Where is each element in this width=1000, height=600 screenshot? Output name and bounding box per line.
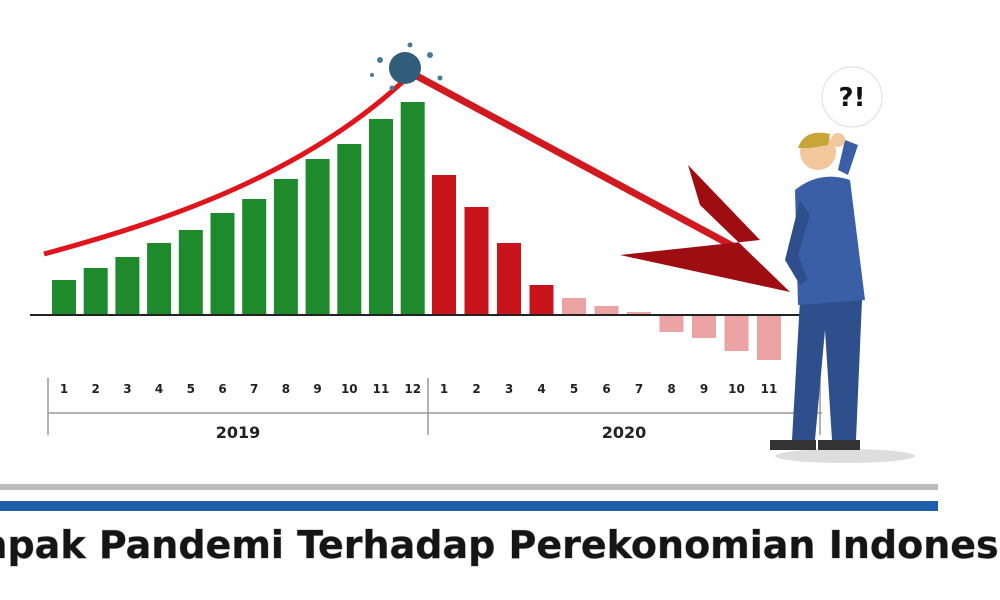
x-tick-label: 6 bbox=[602, 382, 610, 396]
x-tick-label: 7 bbox=[635, 382, 643, 396]
bar bbox=[305, 159, 330, 315]
bar bbox=[273, 179, 298, 315]
x-tick-label: 9 bbox=[700, 382, 708, 396]
x-tick-label: 1 bbox=[440, 382, 448, 396]
bar bbox=[400, 102, 425, 315]
x-axis bbox=[47, 378, 822, 435]
arrow-head bbox=[620, 165, 790, 292]
bubble-text: ?! bbox=[839, 83, 866, 113]
bar bbox=[724, 315, 749, 351]
x-tick-label: 3 bbox=[123, 382, 131, 396]
x-tick-label: 10 bbox=[728, 382, 745, 396]
bars bbox=[52, 102, 781, 360]
x-tick-label: 1 bbox=[60, 382, 68, 396]
rule-blue bbox=[0, 501, 938, 511]
x-tick-label: 3 bbox=[505, 382, 513, 396]
bar bbox=[115, 257, 140, 315]
x-tick-label: 5 bbox=[570, 382, 578, 396]
bar bbox=[210, 213, 235, 315]
title: Dampak Pandemi Terhadap Perekonomian Ind… bbox=[0, 523, 1000, 567]
x-tick-label: 11 bbox=[373, 382, 390, 396]
x-tick-label: 4 bbox=[155, 382, 163, 396]
x-tick-label: 2 bbox=[472, 382, 480, 396]
rule-grey bbox=[0, 484, 938, 490]
x-tick-label: 8 bbox=[667, 382, 675, 396]
bar bbox=[659, 315, 684, 332]
x-tick-label: 11 bbox=[761, 382, 778, 396]
bar bbox=[757, 315, 781, 360]
bar bbox=[464, 207, 489, 315]
bar bbox=[242, 199, 267, 315]
bar bbox=[432, 175, 456, 315]
bar bbox=[529, 285, 554, 315]
bar bbox=[562, 298, 586, 315]
bar bbox=[337, 144, 362, 315]
bar bbox=[692, 315, 716, 338]
trend-up bbox=[43, 73, 412, 257]
year-label: 2020 bbox=[602, 423, 647, 442]
bar bbox=[497, 243, 521, 315]
x-tick-label: 4 bbox=[537, 382, 545, 396]
bar bbox=[369, 119, 393, 315]
x-tick-label: 5 bbox=[187, 382, 195, 396]
bar bbox=[178, 230, 203, 315]
x-tick-label: 10 bbox=[341, 382, 358, 396]
trend-down bbox=[413, 71, 742, 254]
bar bbox=[147, 243, 172, 315]
bar bbox=[594, 306, 619, 315]
year-label: 2019 bbox=[216, 423, 261, 442]
x-tick-label: 6 bbox=[218, 382, 226, 396]
bar bbox=[83, 268, 108, 315]
bar bbox=[52, 280, 76, 315]
man: ?! bbox=[770, 66, 915, 463]
x-tick-label: 7 bbox=[250, 382, 258, 396]
x-tick-label: 9 bbox=[313, 382, 321, 396]
virus bbox=[370, 42, 443, 91]
x-tick-label: 8 bbox=[282, 382, 290, 396]
x-tick-label: 12 bbox=[404, 382, 421, 396]
bar bbox=[627, 312, 651, 315]
x-tick-label: 2 bbox=[92, 382, 100, 396]
